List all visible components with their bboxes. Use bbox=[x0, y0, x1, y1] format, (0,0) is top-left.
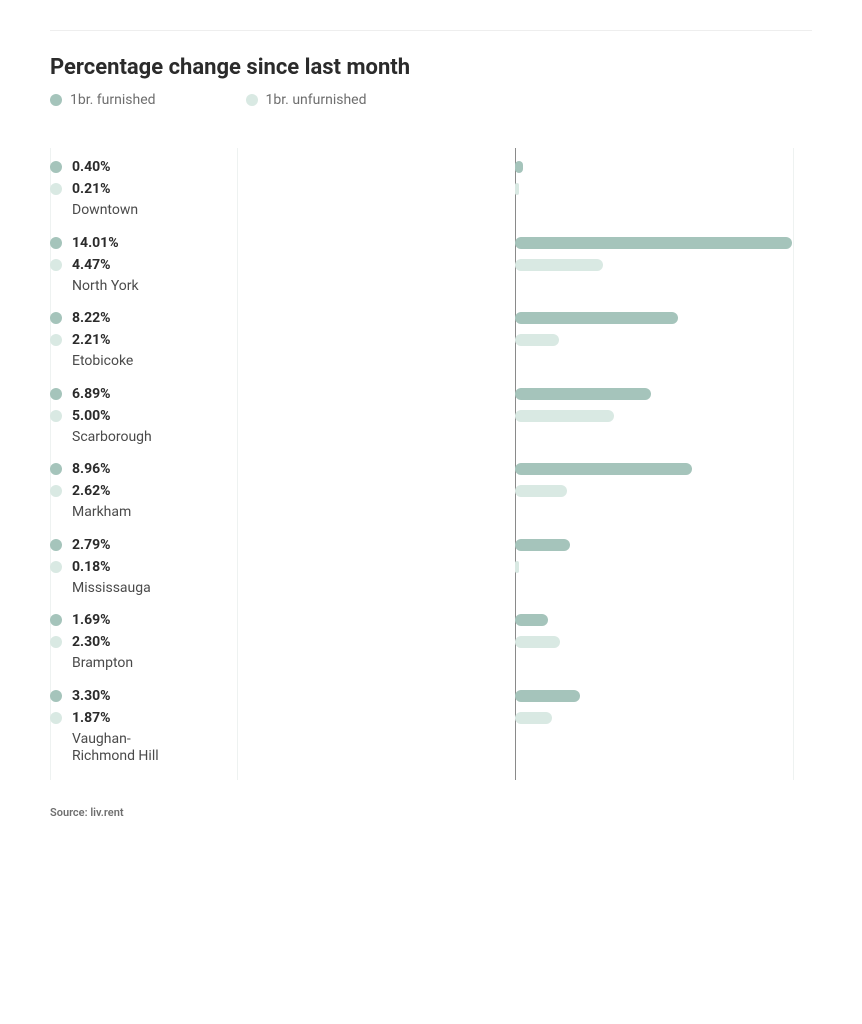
series-line: 2.79% bbox=[50, 536, 812, 554]
bar-track bbox=[50, 237, 812, 249]
bar bbox=[515, 463, 693, 475]
series-line: 5.00% bbox=[50, 407, 812, 425]
bar-track bbox=[50, 712, 812, 724]
bar bbox=[515, 539, 570, 551]
bar bbox=[515, 636, 561, 648]
series-line: 0.18% bbox=[50, 558, 812, 576]
category-label: Brampton bbox=[72, 655, 812, 673]
bar bbox=[515, 161, 523, 173]
bar bbox=[515, 388, 652, 400]
bar bbox=[515, 237, 793, 249]
series-line: 0.40% bbox=[50, 158, 812, 176]
legend-label: 1br. furnished bbox=[70, 92, 156, 108]
category-row: 2.79% 0.18% Mississauga bbox=[50, 526, 812, 602]
series-line: 2.21% bbox=[50, 331, 812, 349]
category-label: Scarborough bbox=[72, 429, 812, 447]
category-row: 0.40% 0.21% Downtown bbox=[50, 148, 812, 224]
category-label: Markham bbox=[72, 504, 812, 522]
category-row: 8.96% 2.62% Markham bbox=[50, 450, 812, 526]
bar-track bbox=[50, 334, 812, 346]
series-line: 8.96% bbox=[50, 460, 812, 478]
bar bbox=[515, 334, 559, 346]
chart-container: Percentage change since last month 1br. … bbox=[0, 0, 862, 849]
bar-track bbox=[50, 388, 812, 400]
bar bbox=[515, 561, 520, 573]
legend-dot-icon bbox=[246, 94, 258, 106]
bar-track bbox=[50, 485, 812, 497]
series-line: 1.87% bbox=[50, 709, 812, 727]
category-row: 1.69% 2.30% Brampton bbox=[50, 601, 812, 677]
bar bbox=[515, 259, 604, 271]
bar bbox=[515, 410, 614, 422]
series-line: 14.01% bbox=[50, 234, 812, 252]
bar bbox=[515, 485, 567, 497]
bar bbox=[515, 614, 548, 626]
series-line: 1.69% bbox=[50, 611, 812, 629]
category-label: North York bbox=[72, 278, 812, 296]
bar-track bbox=[50, 561, 812, 573]
category-row: 8.22% 2.21% Etobicoke bbox=[50, 299, 812, 375]
series-line: 0.21% bbox=[50, 180, 812, 198]
bar-track bbox=[50, 690, 812, 702]
bar-track bbox=[50, 539, 812, 551]
legend-label: 1br. unfurnished bbox=[266, 92, 367, 108]
bar bbox=[515, 183, 520, 195]
bar bbox=[515, 690, 580, 702]
series-line: 6.89% bbox=[50, 385, 812, 403]
category-row: 6.89% 5.00% Scarborough bbox=[50, 375, 812, 451]
bar bbox=[515, 712, 552, 724]
series-line: 2.62% bbox=[50, 482, 812, 500]
legend: 1br. furnished 1br. unfurnished bbox=[50, 92, 812, 108]
category-label: Downtown bbox=[72, 202, 812, 220]
bar-track bbox=[50, 161, 812, 173]
source-label: Source: liv.rent bbox=[50, 806, 812, 819]
bar-track bbox=[50, 636, 812, 648]
category-label: Mississauga bbox=[72, 580, 812, 598]
category-label: Etobicoke bbox=[72, 353, 812, 371]
chart-title: Percentage change since last month bbox=[50, 55, 812, 80]
series-line: 4.47% bbox=[50, 256, 812, 274]
legend-item-unfurnished: 1br. unfurnished bbox=[246, 92, 367, 108]
bar-track bbox=[50, 259, 812, 271]
series-line: 2.30% bbox=[50, 633, 812, 651]
bar-track bbox=[50, 614, 812, 626]
series-line: 8.22% bbox=[50, 309, 812, 327]
bar bbox=[515, 312, 678, 324]
category-row: 14.01% 4.47% North York bbox=[50, 224, 812, 300]
top-rule bbox=[50, 30, 812, 31]
bar-track bbox=[50, 312, 812, 324]
bar-track bbox=[50, 463, 812, 475]
category-label: Vaughan- Richmond Hill bbox=[72, 731, 812, 766]
category-row: 3.30% 1.87% Vaughan- Richmond Hill bbox=[50, 677, 812, 770]
bar-track bbox=[50, 410, 812, 422]
bar-track bbox=[50, 183, 812, 195]
legend-item-furnished: 1br. furnished bbox=[50, 92, 156, 108]
plot-area: 0.40% 0.21% Downtown 14.01% 4.47% North York 8… bbox=[50, 148, 812, 780]
legend-dot-icon bbox=[50, 94, 62, 106]
series-line: 3.30% bbox=[50, 687, 812, 705]
